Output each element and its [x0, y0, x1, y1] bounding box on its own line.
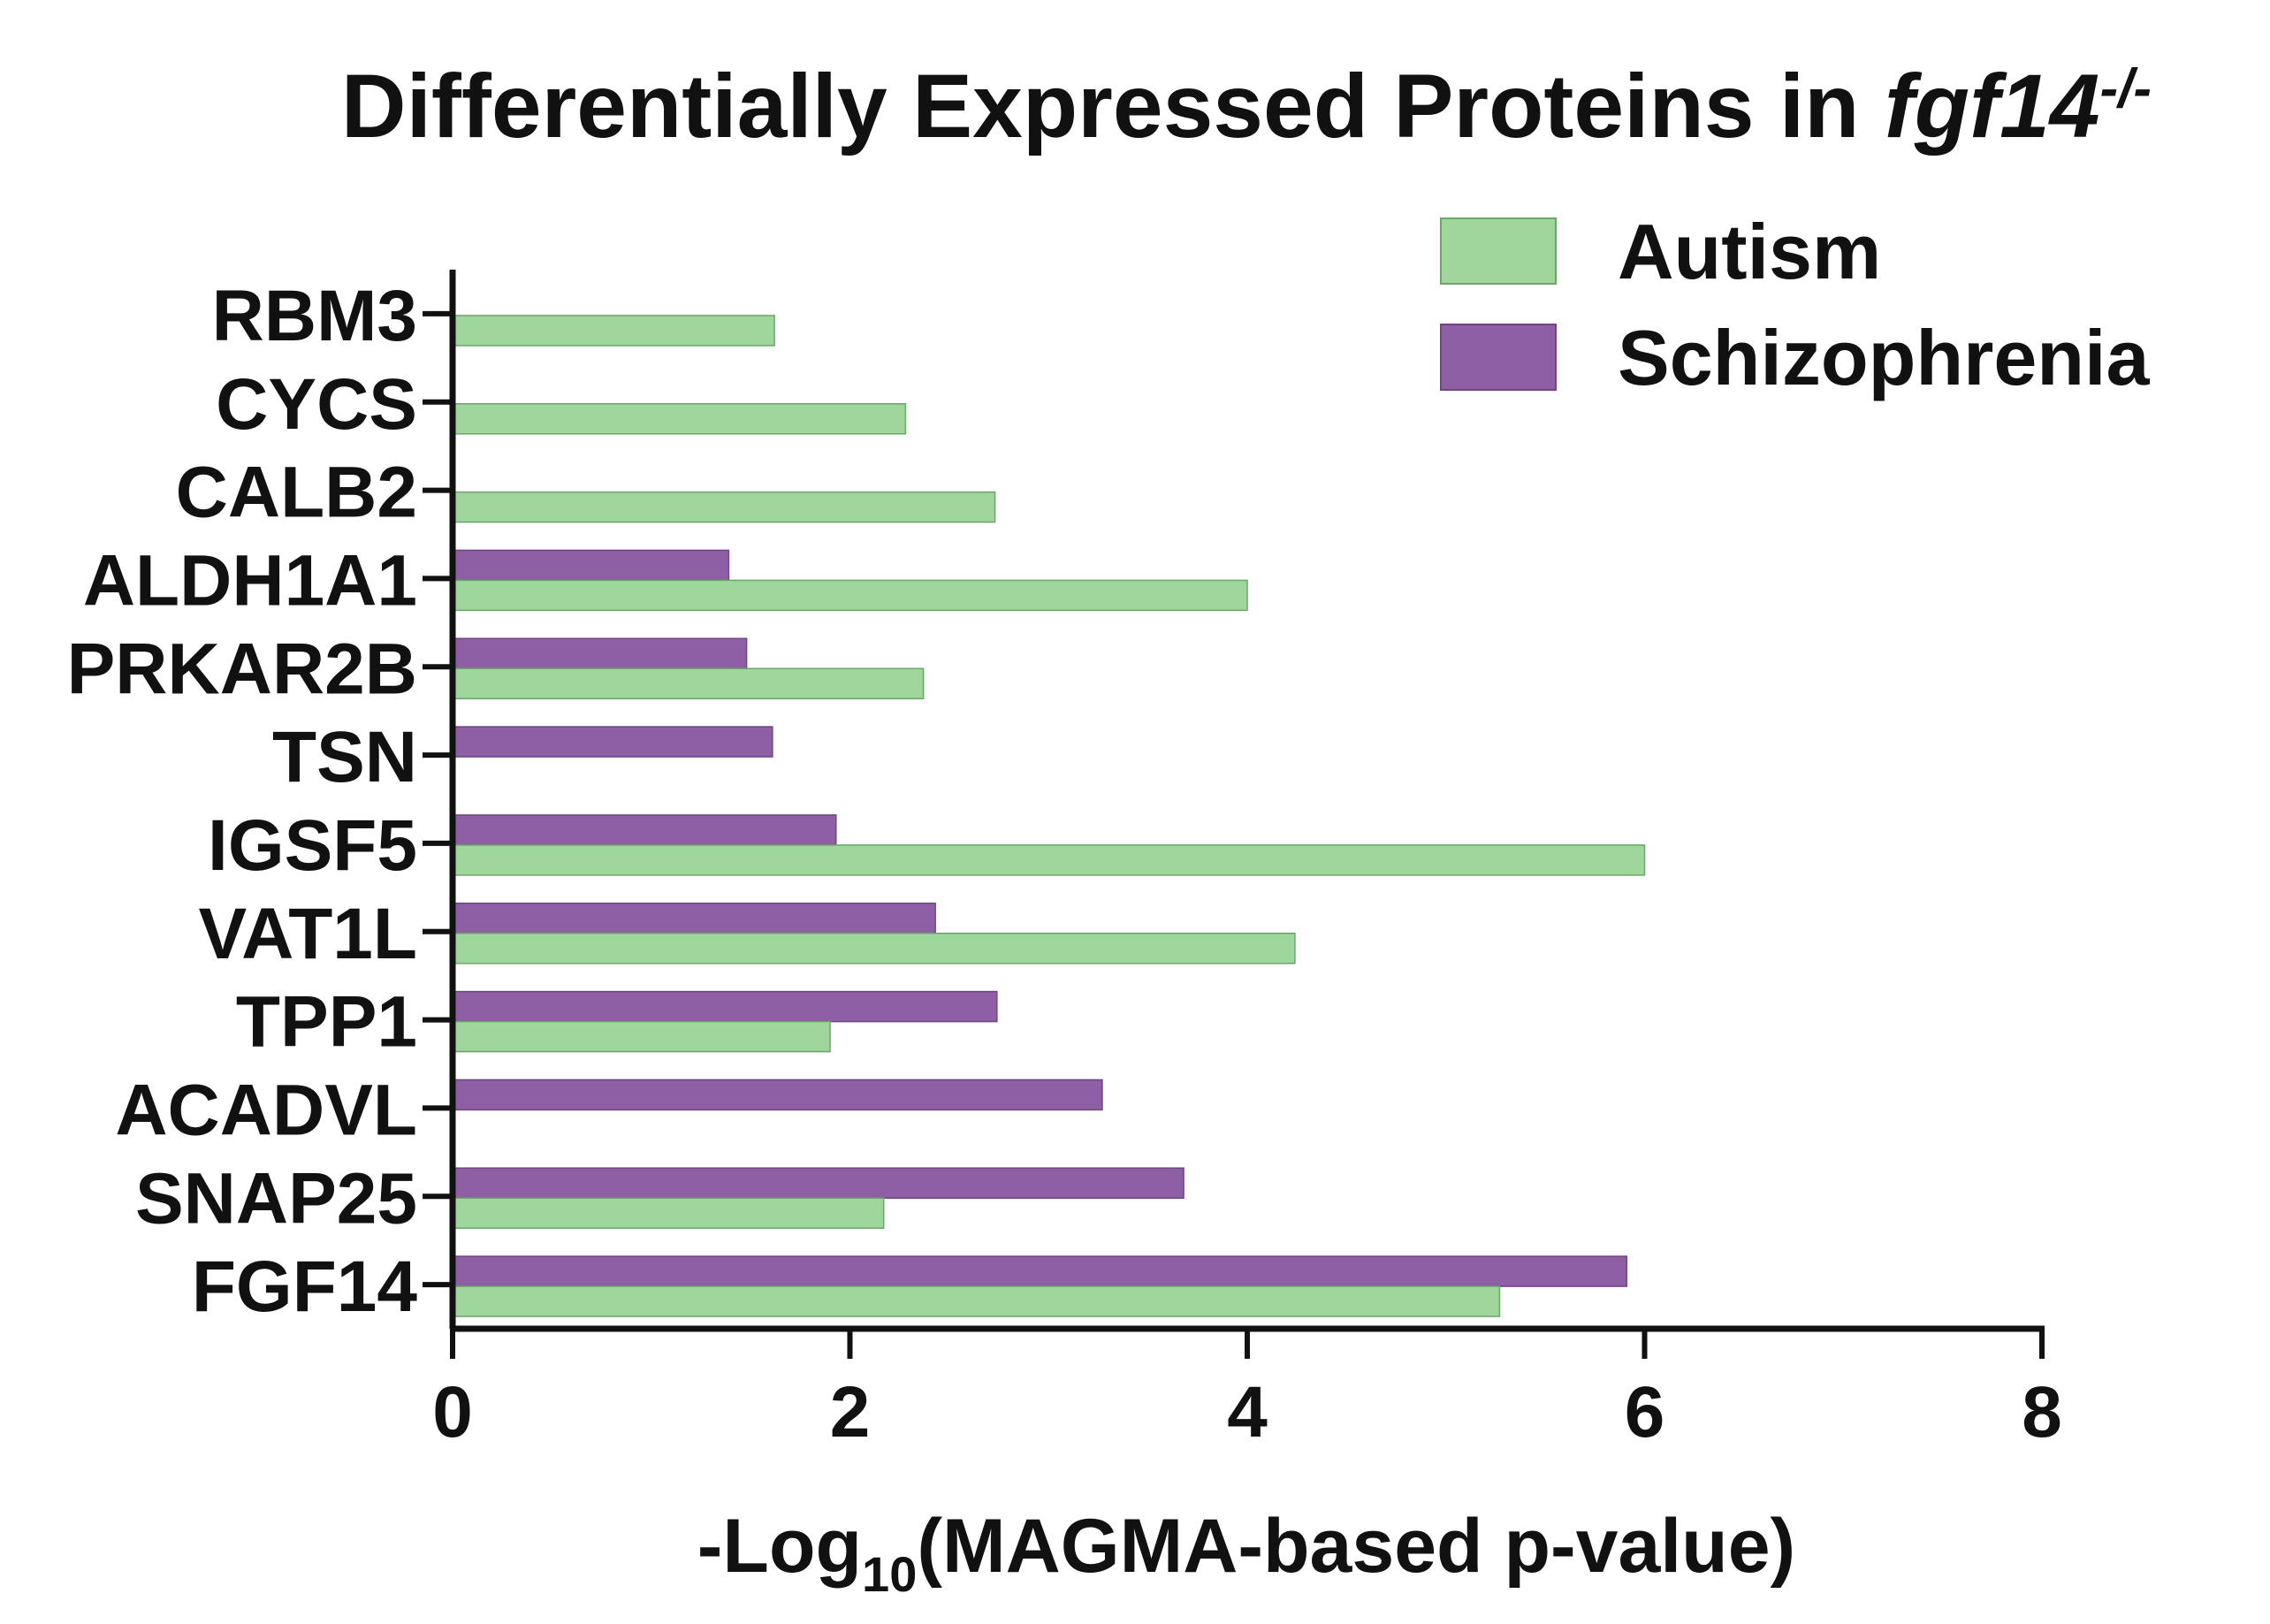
x-tick-label-4: 4 — [1227, 1372, 1268, 1452]
y-tick-label-snap25: SNAP25 — [135, 1158, 417, 1239]
x-tick-label-0: 0 — [432, 1372, 473, 1452]
bar-schizophrenia-snap25 — [452, 1167, 1185, 1199]
bar-autism-rbm3 — [452, 315, 775, 347]
chart-title: Differentially Expressed Proteins in fgf… — [341, 56, 2152, 156]
bar-autism-igsf5 — [452, 844, 1646, 876]
legend-label-schizophrenia: Schizophrenia — [1618, 314, 2150, 401]
bar-autism-cycs — [452, 403, 907, 435]
legend-swatch-schizophrenia — [1440, 324, 1557, 391]
bar-schizophrenia-tsn — [452, 726, 773, 758]
y-tick-label-acadvl: ACADVL — [115, 1070, 417, 1150]
chart-title-superscript: -/- — [2100, 58, 2152, 119]
y-tick-label-calb2: CALB2 — [176, 453, 417, 533]
y-tick-label-rbm3: RBM3 — [212, 276, 417, 356]
bar-schizophrenia-igsf5 — [452, 814, 837, 846]
bar-schizophrenia-acadvl — [452, 1079, 1103, 1111]
y-tick-label-vat1l: VAT1L — [198, 894, 417, 974]
x-axis-label-prefix: -Log — [697, 1504, 862, 1589]
bar-autism-prkar2b — [452, 667, 925, 699]
labels-layer: RBM3CYCSCALB2ALDH1A1PRKAR2BTSNIGSF5VAT1L… — [67, 276, 2062, 1452]
legend-swatch-autism — [1440, 217, 1557, 285]
x-tick-label-6: 6 — [1625, 1372, 1665, 1452]
legend: Autism Schizophrenia — [1440, 208, 2150, 401]
bar-autism-snap25 — [452, 1197, 885, 1229]
x-axis-label-suffix: (MAGMA-based p-value) — [917, 1504, 1795, 1589]
legend-label-autism: Autism — [1618, 208, 1881, 295]
y-tick-label-fgf14: FGF14 — [192, 1247, 418, 1327]
bar-schizophrenia-prkar2b — [452, 637, 748, 669]
bar-autism-calb2 — [452, 491, 996, 523]
chart-title-italic: fgf14 — [1885, 56, 2100, 156]
bar-schizophrenia-vat1l — [452, 903, 936, 934]
x-axis-label: -Log10(MAGMA-based p-value) — [697, 1504, 1795, 1602]
y-tick-label-tsn: TSN — [272, 717, 417, 797]
y-tick-label-igsf5: IGSF5 — [208, 805, 417, 886]
chart-title-main: Differentially Expressed Proteins in — [341, 56, 1885, 156]
bar-schizophrenia-fgf14 — [452, 1255, 1628, 1287]
bar-autism-fgf14 — [452, 1285, 1501, 1317]
x-tick-label-8: 8 — [2022, 1372, 2062, 1452]
bar-autism-tpp1 — [452, 1020, 831, 1053]
y-tick-label-tpp1: TPP1 — [236, 982, 417, 1063]
axes-layer — [423, 270, 2045, 1359]
y-tick-label-cycs: CYCS — [216, 364, 417, 445]
bar-schizophrenia-tpp1 — [452, 990, 998, 1023]
x-axis-label-subscript: 10 — [862, 1546, 917, 1602]
bar-autism-vat1l — [452, 933, 1296, 964]
y-tick-label-prkar2b: PRKAR2B — [67, 629, 417, 709]
y-tick-label-aldh1a1: ALDH1A1 — [83, 540, 417, 621]
bar-autism-aldh1a1 — [452, 579, 1248, 612]
bar-schizophrenia-aldh1a1 — [452, 549, 730, 582]
bars-layer — [452, 315, 1646, 1317]
x-tick-label-2: 2 — [830, 1372, 871, 1452]
